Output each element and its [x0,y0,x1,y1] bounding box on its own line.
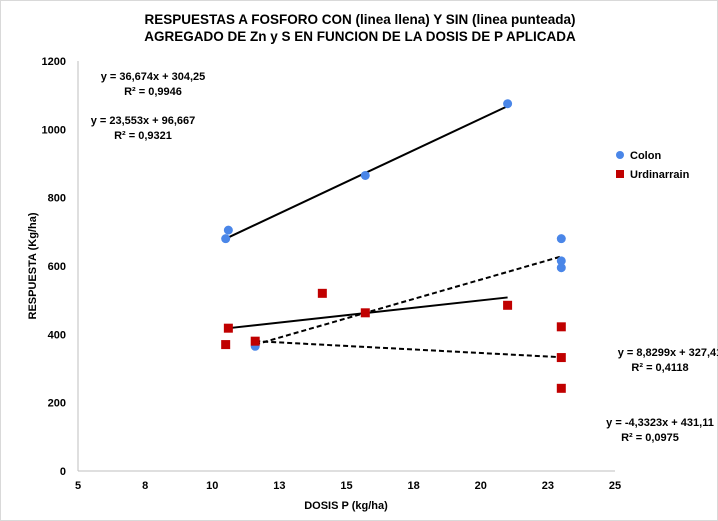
x-tick-label: 23 [542,480,554,492]
x-tick-label: 18 [408,480,420,492]
legend-marker-colon [616,151,624,159]
trendline-equation: y = 36,674x + 304,25 [101,71,206,83]
legend-label-urdinarrain: Urdinarrain [630,169,690,181]
x-tick-label: 15 [340,480,352,492]
point-urdinarrain [556,383,566,393]
trendline-r2: R² = 0,0975 [621,432,679,444]
axes: 5 8 10 13 15 18 20 23 25 0 200 400 600 800 1000 1200 [42,56,622,492]
point-urdinarrain [556,322,566,332]
y-tick-label: 1000 [42,124,66,136]
point-urdinarrain [317,288,327,298]
data-points [221,99,566,393]
y-tick-label: 1200 [42,56,66,68]
x-tick-label: 5 [75,480,81,492]
trendline-r2: R² = 0,9321 [114,130,172,142]
x-tick-label: 20 [475,480,487,492]
y-axis-title: RESPUESTA (Kg/ha) [27,212,39,319]
x-tick-label: 13 [273,480,285,492]
trendline-r2: R² = 0,9946 [124,86,182,98]
point-urdinarrain [556,353,566,363]
trendline-equation: y = 23,553x + 96,667 [91,115,196,127]
legend: Colon Urdinarrain [616,150,690,181]
point-colon [556,234,566,244]
trendline-equation: y = -4,3323x + 431,11 [606,417,714,429]
trendlines [225,105,562,359]
point-colon [360,170,370,180]
point-colon [556,256,566,266]
x-tick-label: 10 [206,480,218,492]
y-tick-label: 200 [48,398,66,410]
point-urdinarrain [503,300,513,310]
point-urdinarrain [360,308,370,318]
y-tick-label: 400 [48,329,66,341]
legend-marker-urdinarrain [616,170,624,178]
point-urdinarrain [221,340,231,350]
chart-title-line1: RESPUESTAS A FOSFORO CON (linea llena) Y… [144,12,575,27]
x-tick-label: 8 [142,480,148,492]
point-colon [556,263,566,273]
point-colon [223,225,233,235]
point-urdinarrain [250,336,260,346]
y-tick-label: 0 [60,466,66,478]
trendline-colon-dashed [254,255,562,346]
point-urdinarrain [223,323,233,333]
legend-label-colon: Colon [630,150,661,162]
trendline-equations: y = 36,674x + 304,25 R² = 0,9946 y = 23,55… [91,71,718,444]
point-colon [221,234,231,244]
trendline-r2: R² = 0,4118 [631,362,688,374]
trendline-urdinarrain-dashed [255,340,562,359]
point-colon [503,99,513,109]
y-tick-label: 800 [48,193,66,205]
x-axis-title: DOSIS P (kg/ha) [304,500,388,512]
y-tick-label: 600 [48,261,66,273]
trendline-equation: y = 8,8299x + 327,41 [618,347,718,359]
x-tick-label: 25 [609,480,621,492]
chart-title-line2: AGREGADO DE Zn y S EN FUNCION DE LA DOSI… [144,29,576,44]
